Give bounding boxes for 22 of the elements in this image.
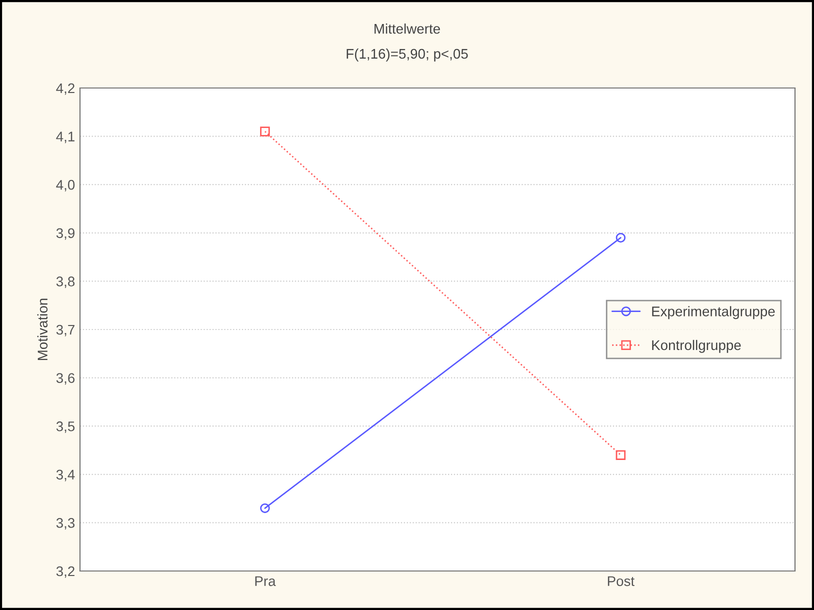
y-tick-label: 3,2 xyxy=(56,566,74,578)
point xyxy=(260,126,270,136)
y-tick-label: 3,7 xyxy=(56,324,74,336)
y-axis-title: Motivation xyxy=(37,298,48,360)
y-tick-label: 3,8 xyxy=(56,276,75,288)
y-tick-label: 3,5 xyxy=(56,421,75,433)
y-tick-label: 3,4 xyxy=(56,470,75,482)
y-tick-label: 4,2 xyxy=(56,83,74,95)
point xyxy=(616,450,626,460)
y-tick-label: 3,6 xyxy=(56,373,75,385)
point xyxy=(260,503,270,514)
legend-label: Experimentalgruppe xyxy=(652,306,775,320)
x-tick-label: Post xyxy=(608,576,634,586)
y-tick-label: 4,0 xyxy=(56,180,75,192)
y-tick-label: 3,3 xyxy=(56,518,75,530)
y-tick-label: 4,1 xyxy=(56,132,74,144)
point xyxy=(616,232,626,243)
legend-label: Kontrollgruppe xyxy=(652,340,741,353)
chart-title: Mittelwerte xyxy=(374,24,440,34)
y-tick-label: 3,9 xyxy=(56,228,74,240)
chart-subtitle: F(1,16)=5,90; p<,05 xyxy=(346,48,468,62)
x-tick-label: Pra xyxy=(255,576,276,586)
